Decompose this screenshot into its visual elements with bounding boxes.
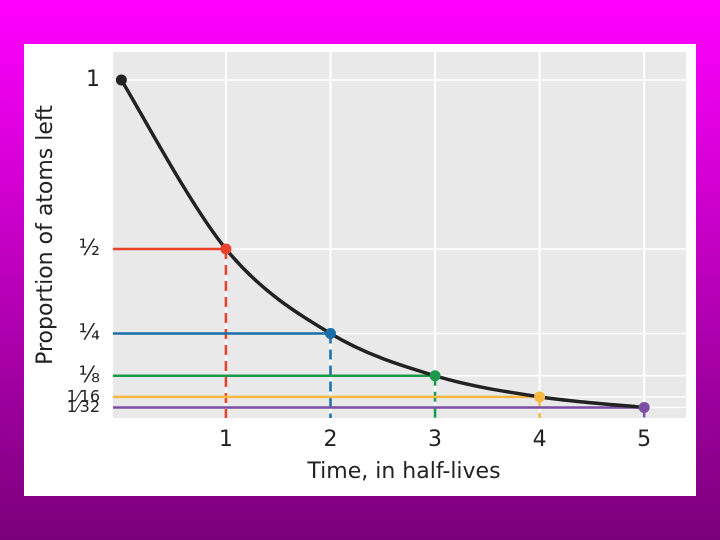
data-point xyxy=(115,74,127,86)
y-axis-title: Proportion of atoms left xyxy=(33,105,58,365)
data-point xyxy=(534,391,546,403)
x-tick-label: 4 xyxy=(533,427,547,452)
x-tick-label: 1 xyxy=(219,427,233,452)
plot-area xyxy=(113,52,686,418)
x-axis-title: Time, in half-lives xyxy=(306,459,500,484)
data-point xyxy=(220,243,232,255)
y-tick-label: ¼ xyxy=(79,321,100,346)
data-point xyxy=(638,401,650,413)
y-tick-label: ⅛ xyxy=(79,363,100,388)
y-tick-label: 1⁄32 xyxy=(67,397,100,416)
y-tick-label: 1⁄16 xyxy=(67,386,100,405)
y-tick-label: ½ xyxy=(79,236,100,261)
y-tick-label: 1 xyxy=(86,67,100,92)
x-tick-label: 3 xyxy=(428,427,442,452)
data-point xyxy=(429,370,441,382)
x-tick-label: 2 xyxy=(323,427,337,452)
data-point xyxy=(324,328,336,339)
x-tick-label: 5 xyxy=(637,427,651,452)
